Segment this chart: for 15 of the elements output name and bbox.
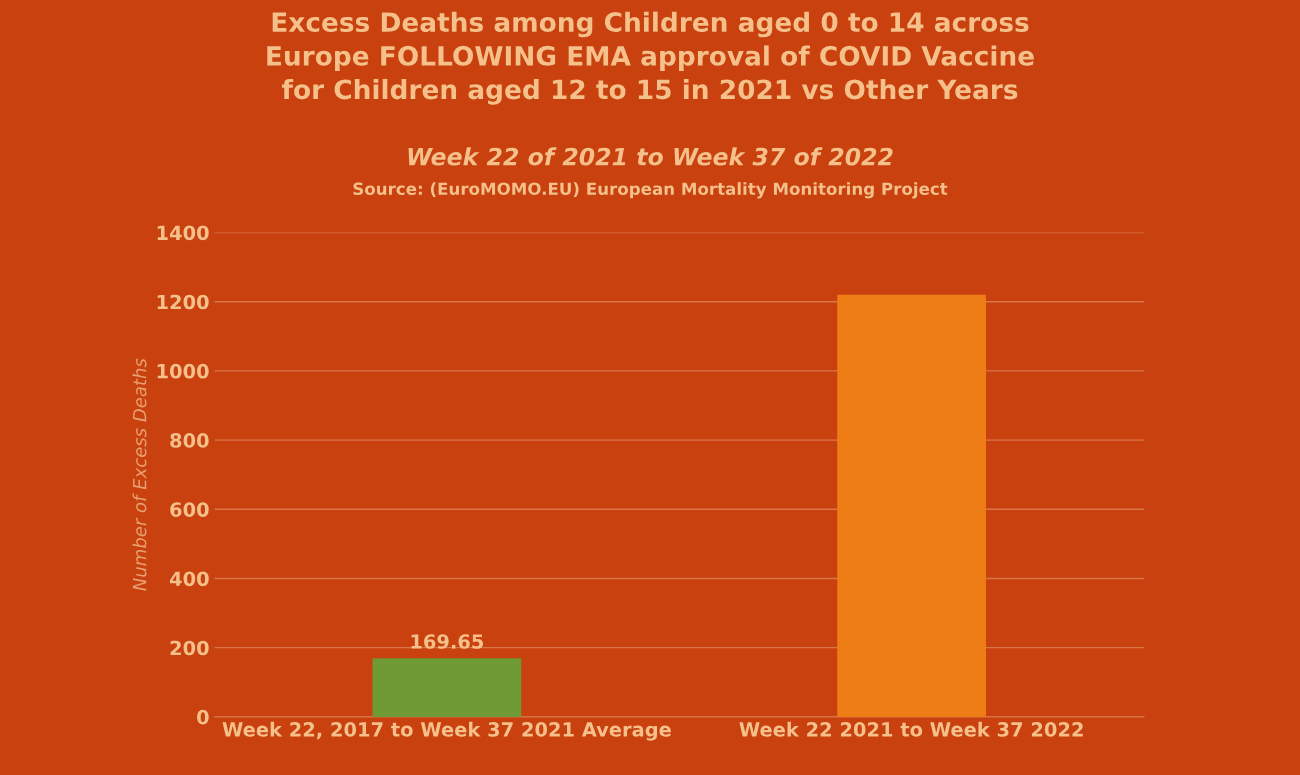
y-tick-label: 1400 bbox=[157, 225, 209, 241]
y-tick-label: 0 bbox=[197, 709, 209, 725]
y-tick-label: 1200 bbox=[157, 294, 209, 310]
chart-subtitle: Week 22 of 2021 to Week 37 of 2022 bbox=[408, 147, 893, 166]
y-tick-label: 1000 bbox=[157, 363, 209, 379]
source-note: Source: (EuroMOMO.EU) European Mortality Monitoring Project bbox=[353, 182, 948, 199]
y-tick-label: 800 bbox=[170, 433, 209, 448]
chart-title: Excess Deaths among Children aged 0 to 14 across Europe FOLLOWING EMA approval of COVID Vaccine for Children aged 12 to 15 in 2021 vs Other Years bbox=[267, 11, 1034, 105]
y-axis-title: Number of Excess Deaths bbox=[132, 358, 147, 591]
y-tick-label: 200 bbox=[170, 640, 209, 656]
y-tick-label: 400 bbox=[169, 571, 209, 587]
y-tick-label: 600 bbox=[170, 502, 209, 517]
x-tick-label: Week 22 2021 to Week 37 2022 bbox=[739, 721, 1083, 737]
data-label: 169.65 bbox=[411, 634, 484, 649]
x-tick-label: Week 22, 2017 to Week 37 2021 Average bbox=[222, 721, 671, 741]
